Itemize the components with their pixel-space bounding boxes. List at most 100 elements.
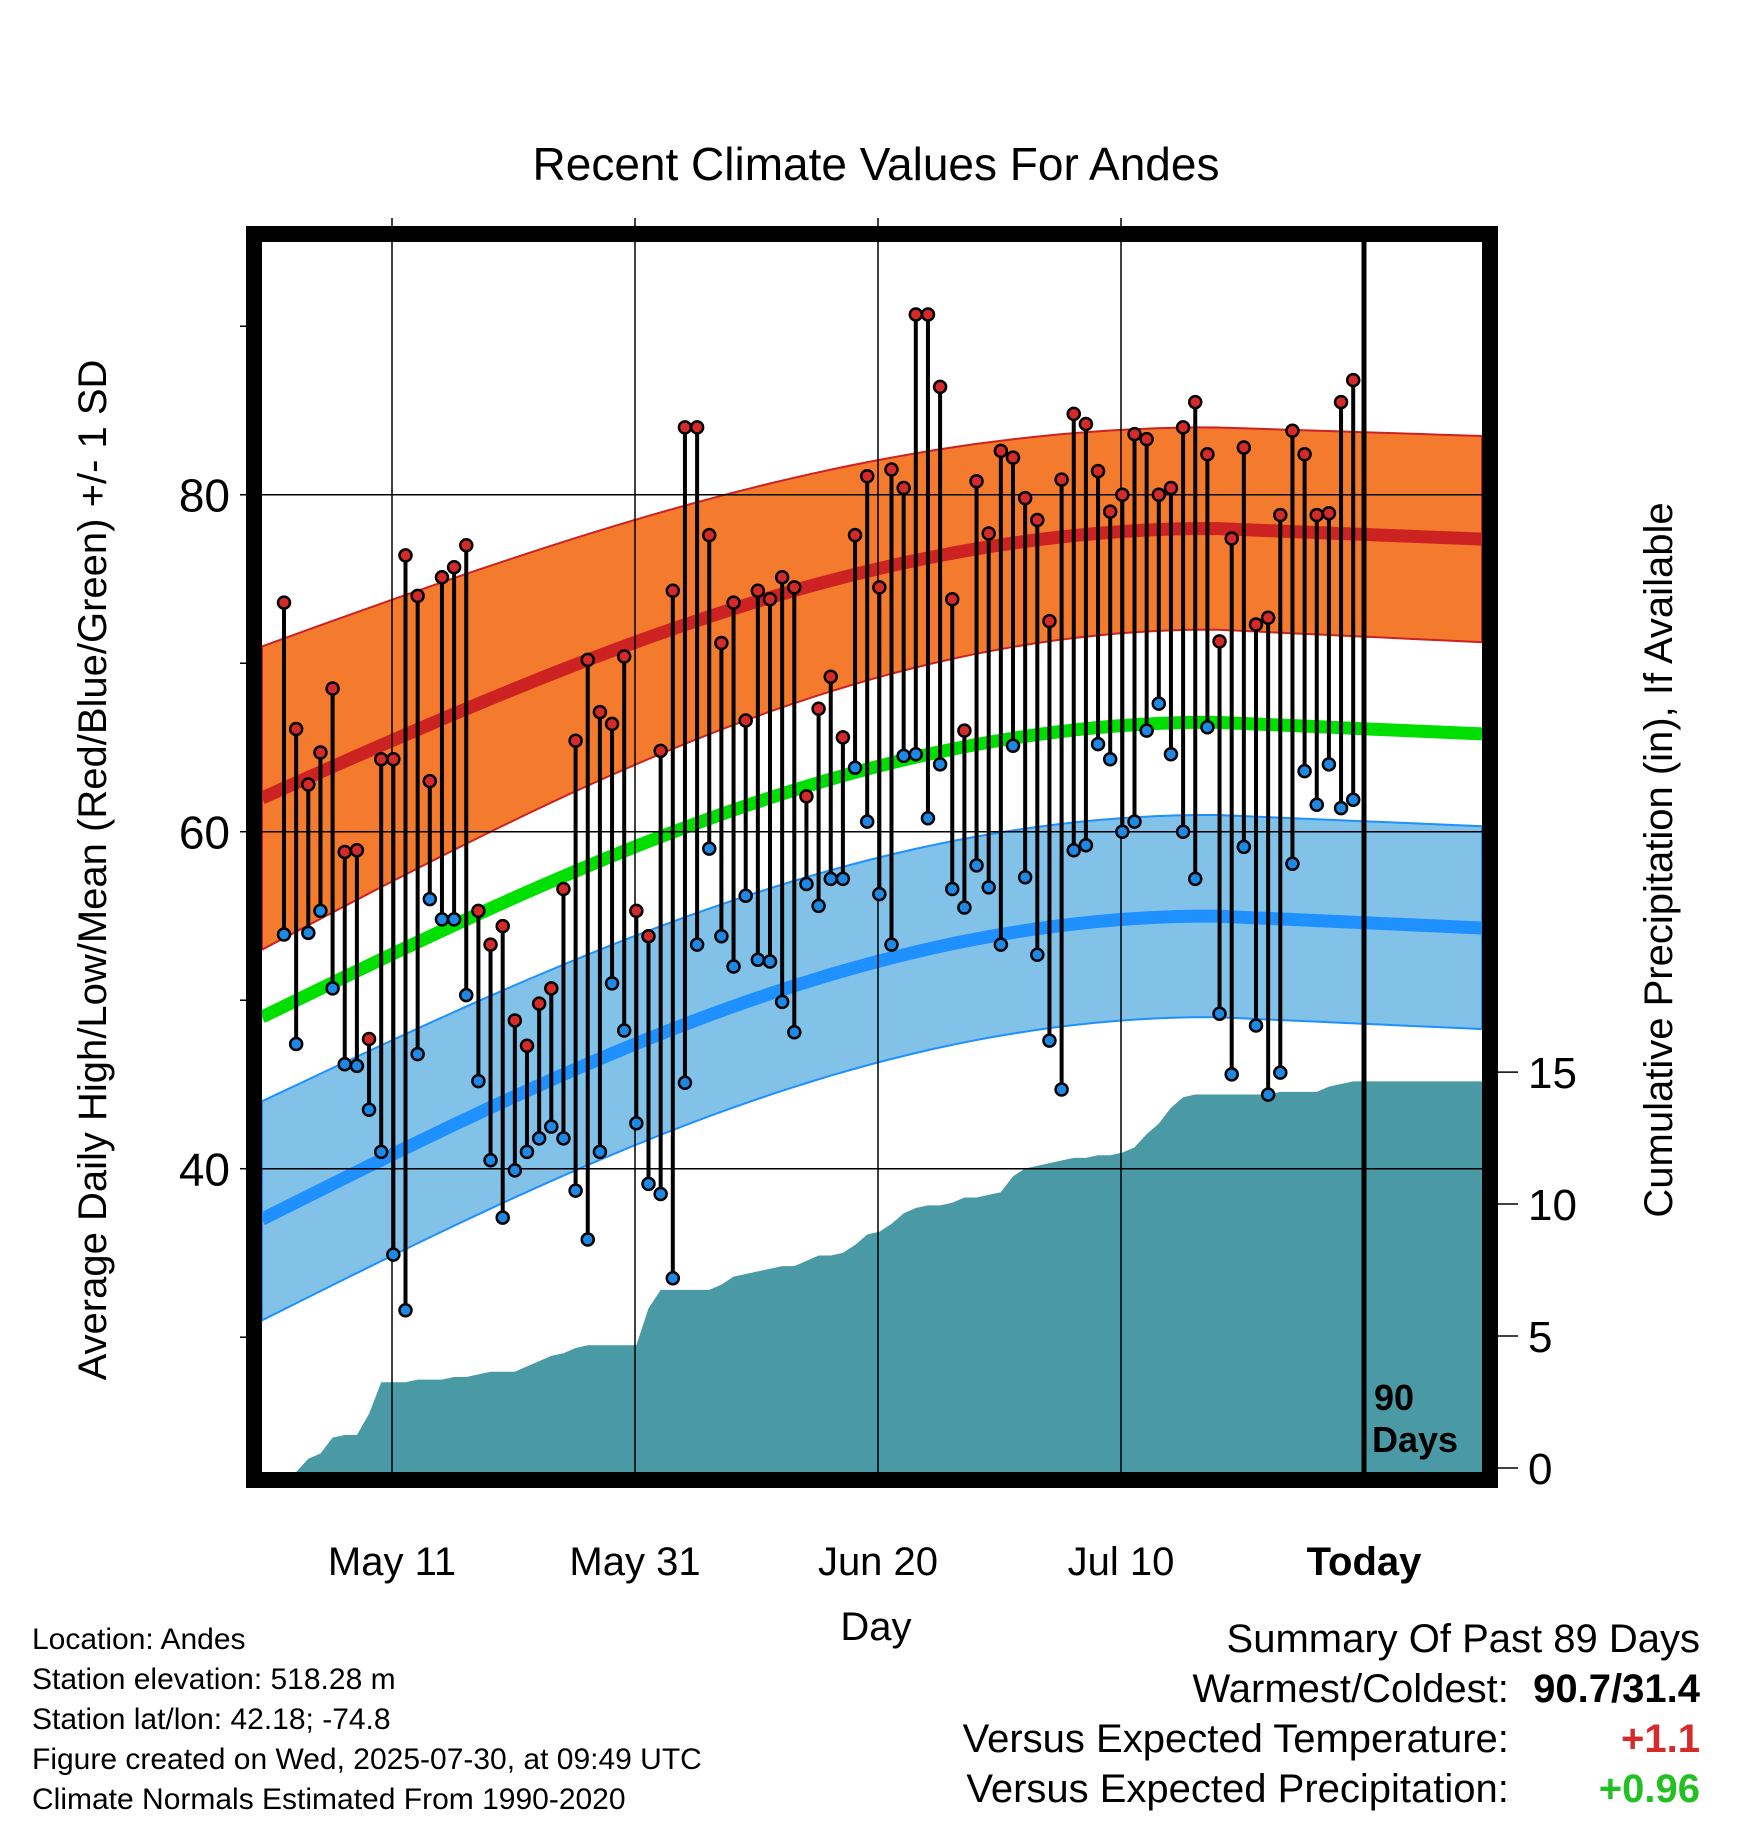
daily-low-point xyxy=(410,1046,425,1062)
y-right-tick-label: 15 xyxy=(1528,1049,1577,1098)
daily-low-point xyxy=(349,1058,365,1074)
daily-high-point xyxy=(641,928,656,944)
x-axis-label: Day xyxy=(840,1605,911,1649)
daily-high-point xyxy=(1188,394,1203,410)
daily-low-point xyxy=(811,898,826,914)
daily-high-point xyxy=(1017,490,1033,506)
daily-low-point xyxy=(969,858,984,873)
daily-low-point xyxy=(1042,1033,1057,1048)
daily-low-point xyxy=(1285,856,1300,871)
days-marker-number: 90 xyxy=(1374,1377,1414,1418)
daily-low-point xyxy=(1054,1082,1069,1097)
daily-high-point xyxy=(1200,447,1215,462)
daily-low-point xyxy=(1236,839,1252,855)
daily-high-point xyxy=(1345,372,1361,388)
daily-low-point xyxy=(616,1023,632,1038)
daily-high-point xyxy=(1090,463,1106,479)
daily-low-point xyxy=(750,952,766,968)
daily-low-point xyxy=(847,760,863,775)
daily-low-point xyxy=(1139,723,1154,738)
daily-high-point xyxy=(1139,431,1154,447)
daily-low-point xyxy=(398,1302,413,1318)
y-tick-label: 80 xyxy=(179,470,230,522)
daily-high-point xyxy=(945,591,960,607)
daily-high-point xyxy=(616,649,632,664)
daily-high-point xyxy=(1078,416,1094,432)
daily-high-point xyxy=(519,1038,535,1053)
daily-low-point xyxy=(1248,1018,1264,1033)
daily-high-point xyxy=(1321,506,1337,521)
chart-title: Recent Climate Values For Andes xyxy=(533,138,1220,190)
daily-high-point xyxy=(1030,512,1045,528)
latlon-text: Station lat/lon: 42.18; -74.8 xyxy=(32,1703,391,1736)
daily-high-point xyxy=(483,937,498,952)
daily-high-point xyxy=(422,773,438,789)
daily-high-point xyxy=(896,480,911,496)
daily-high-point xyxy=(276,595,292,610)
daily-high-point xyxy=(288,721,304,737)
daily-low-point xyxy=(386,1247,401,1262)
y-tick-label: 40 xyxy=(179,1144,230,1196)
precip-value: +0.96 xyxy=(1598,1767,1700,1811)
daily-high-point xyxy=(750,583,766,599)
daily-low-point xyxy=(1297,763,1312,779)
daily-high-point xyxy=(459,538,474,553)
daily-high-point xyxy=(689,420,705,435)
created-text: Figure created on Wed, 2025-07-30, at 09… xyxy=(32,1743,702,1776)
temp-row: Versus Expected Temperature: +1.1 xyxy=(963,1714,1700,1764)
daily-high-point xyxy=(1042,613,1057,629)
daily-high-point xyxy=(471,903,486,919)
daily-high-point xyxy=(1212,634,1227,649)
daily-high-point xyxy=(1151,487,1167,502)
daily-low-point xyxy=(313,903,328,919)
daily-high-point xyxy=(1260,610,1276,625)
precip-label: Versus Expected Precipitation: xyxy=(966,1767,1509,1811)
daily-low-point xyxy=(1175,824,1191,839)
warm-cold-row: Warmest/Coldest: 90.7/31.4 xyxy=(963,1664,1701,1714)
daily-low-point xyxy=(1345,792,1361,807)
daily-high-point xyxy=(799,789,814,804)
daily-low-point xyxy=(1102,752,1118,767)
daily-low-point xyxy=(519,1144,535,1160)
daily-low-point xyxy=(434,912,450,927)
daily-low-point xyxy=(592,1144,608,1160)
daily-high-point xyxy=(1273,507,1288,523)
daily-low-point xyxy=(945,881,960,897)
precipitation-area xyxy=(284,1081,1482,1472)
daily-high-point xyxy=(337,844,352,860)
daily-high-point xyxy=(835,730,851,745)
y-axis-label: Average Daily High/Low/Mean (Red/Blue/Gr… xyxy=(71,360,115,1381)
daily-low-point xyxy=(1188,871,1203,887)
daily-high-point xyxy=(349,843,365,858)
daily-low-point xyxy=(653,1186,668,1202)
plot-frame xyxy=(246,226,1498,1488)
daily-high-point xyxy=(1066,406,1081,422)
daily-low-point xyxy=(373,1144,389,1160)
warm-cold-label: Warmest/Coldest: xyxy=(1192,1667,1509,1711)
daily-low-point xyxy=(531,1131,547,1146)
daily-low-point xyxy=(787,1024,802,1040)
summary-title: Summary Of Past 89 Days xyxy=(1226,1617,1700,1661)
daily-high-point xyxy=(629,903,644,919)
daily-high-point xyxy=(920,307,936,322)
daily-high-point xyxy=(787,580,802,595)
daily-high-point xyxy=(1309,507,1324,523)
daily-low-point xyxy=(677,1075,693,1091)
daily-high-point xyxy=(325,681,340,696)
daily-low-point xyxy=(1030,947,1045,962)
daily-high-point xyxy=(665,583,681,599)
daily-low-point xyxy=(641,1176,656,1192)
daily-high-point xyxy=(580,652,595,668)
daily-high-point xyxy=(932,379,948,395)
daily-low-point xyxy=(604,976,620,991)
daily-low-point xyxy=(1017,869,1033,885)
daily-low-point xyxy=(276,927,292,942)
daily-low-point xyxy=(1090,736,1106,752)
daily-high-point xyxy=(847,527,863,543)
daily-low-point xyxy=(799,876,814,892)
daily-low-point xyxy=(301,925,316,941)
daily-low-point xyxy=(835,871,851,887)
daily-high-point xyxy=(653,743,668,759)
temp-label: Versus Expected Temperature: xyxy=(962,1717,1509,1761)
daily-low-point xyxy=(459,987,474,1003)
